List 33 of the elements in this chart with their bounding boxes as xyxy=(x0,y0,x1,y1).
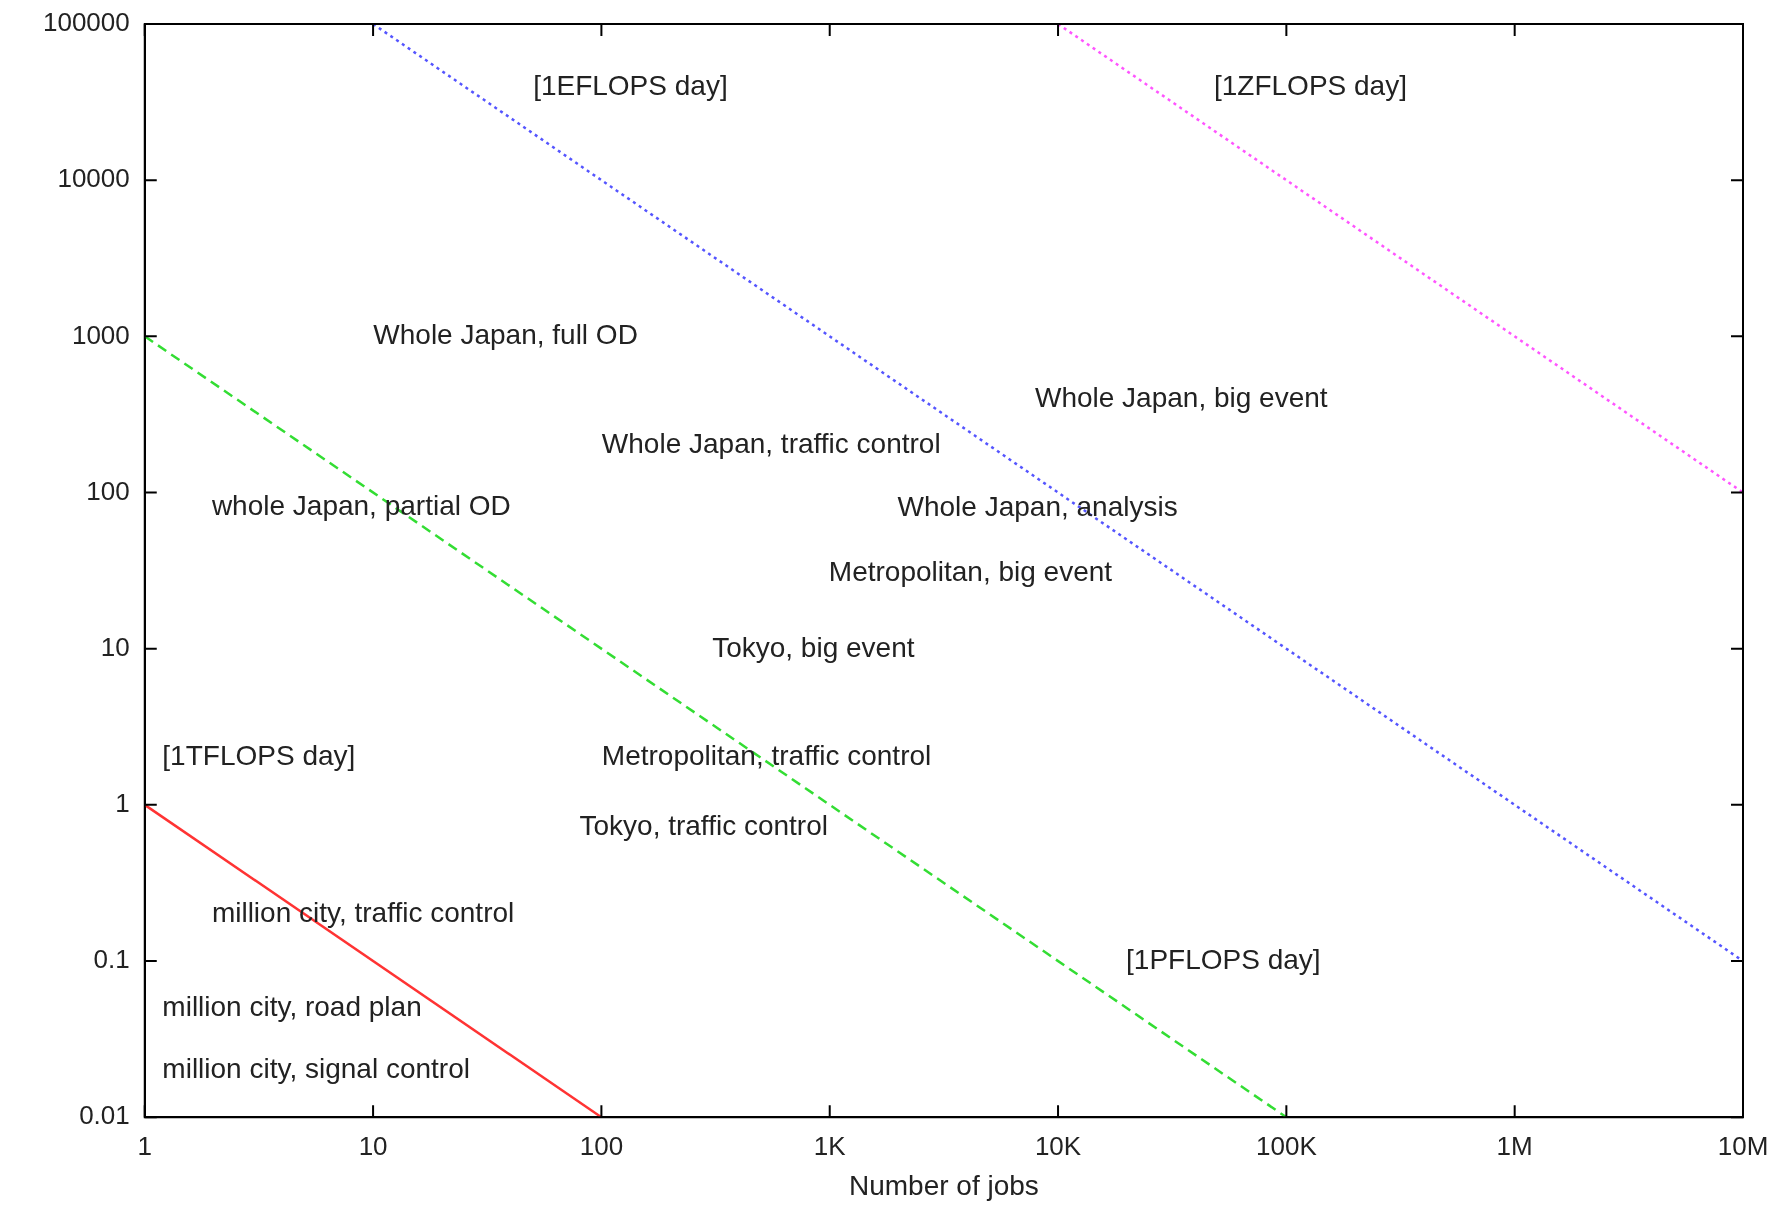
annotation: million city, traffic control xyxy=(211,896,515,928)
y-tick-label: 10000 xyxy=(57,163,130,194)
x-tick-label: 1M xyxy=(1496,1130,1533,1161)
x-tick-label: 100K xyxy=(1255,1130,1318,1161)
annotation: million city, road plan xyxy=(162,990,422,1022)
x-tick-label: 100 xyxy=(579,1130,624,1161)
annotation: Whole Japan, analysis xyxy=(897,491,1178,523)
annotation: [1ZFLOPS day] xyxy=(1213,70,1407,102)
x-tick-label: 10M xyxy=(1717,1130,1769,1161)
annotation: Tokyo, big event xyxy=(712,632,915,664)
annotation: [1TFLOPS day] xyxy=(162,740,356,772)
y-tick-label: 0.01 xyxy=(79,1100,130,1131)
annotation: [1EFLOPS day] xyxy=(533,70,728,102)
x-tick-label: 10 xyxy=(358,1130,388,1161)
annotation: Metropolitan, big event xyxy=(828,555,1113,587)
y-tick-label: 100000 xyxy=(42,7,130,38)
annotation: Whole Japan, traffic control xyxy=(601,427,941,459)
y-tick-label: 0.1 xyxy=(93,944,130,975)
annotation: Metropolitan, traffic control xyxy=(601,740,932,772)
y-tick-label: 1 xyxy=(115,788,130,819)
x-tick-label: 10K xyxy=(1034,1130,1082,1161)
annotation: Tokyo, traffic control xyxy=(579,810,828,842)
annotation: million city, signal control xyxy=(162,1052,470,1084)
x-tick-label: 1K xyxy=(813,1130,847,1161)
annotation: [1PFLOPS day] xyxy=(1126,943,1321,975)
y-tick-label: 1000 xyxy=(71,319,130,350)
y-tick-label: 10 xyxy=(100,631,130,662)
x-axis-title: Number of jobs xyxy=(848,1169,1039,1201)
annotation: whole Japan, partial OD xyxy=(210,489,511,521)
annotation: Whole Japan, full OD xyxy=(373,319,638,351)
x-tick-label: 1 xyxy=(137,1130,152,1161)
y-tick-label: 100 xyxy=(86,475,130,506)
annotation: Whole Japan, big event xyxy=(1034,381,1328,413)
